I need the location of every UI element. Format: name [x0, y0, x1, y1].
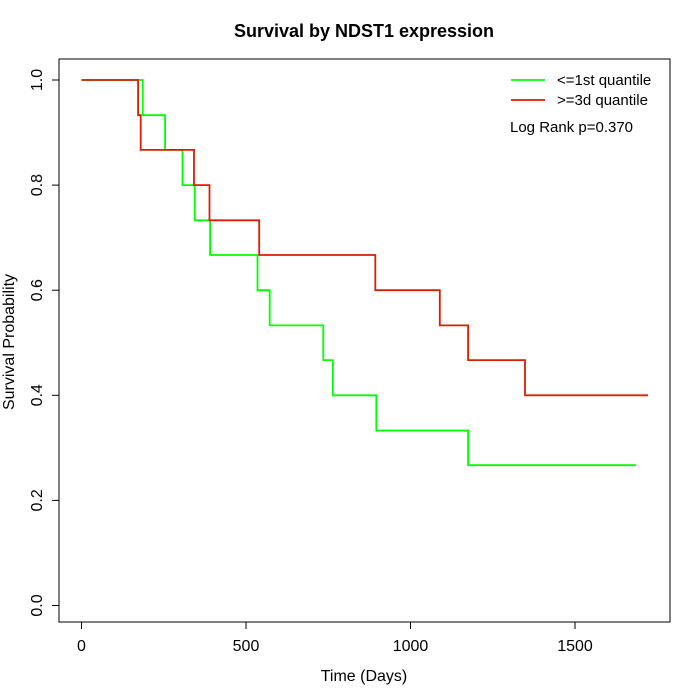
x-axis: 0 500 1000 1500: [77, 621, 593, 655]
y-tick-label: 0.0: [29, 594, 46, 616]
y-axis-label: Survival Probability: [1, 274, 18, 410]
y-tick-label: 0.6: [29, 279, 46, 301]
x-tick-label: 0: [77, 638, 86, 655]
survival-curve-2: [81, 79, 648, 397]
legend: <=1st quantile >=3d quantile: [511, 72, 651, 109]
x-tick-label: 1500: [557, 638, 593, 655]
y-axis: 0.0 0.2 0.4 0.6 0.8 1.0: [29, 69, 60, 617]
series-layer: [81, 79, 648, 467]
legend-label-1: <=1st quantile: [557, 72, 651, 89]
log-rank-annotation: Log Rank p=0.370: [510, 119, 633, 136]
chart-title: Survival by NDST1 expression: [234, 21, 494, 41]
x-axis-label: Time (Days): [321, 668, 408, 685]
survival-curve-1: [81, 79, 637, 467]
y-tick-label: 0.2: [29, 489, 46, 511]
plot-frame: [58, 58, 671, 623]
y-tick-label: 0.8: [29, 174, 46, 196]
x-tick-label: 1000: [393, 638, 429, 655]
y-tick-label: 1.0: [29, 69, 46, 91]
x-tick-label: 500: [233, 638, 260, 655]
y-tick-label: 0.4: [29, 384, 46, 406]
legend-label-2: >=3d quantile: [557, 92, 648, 109]
